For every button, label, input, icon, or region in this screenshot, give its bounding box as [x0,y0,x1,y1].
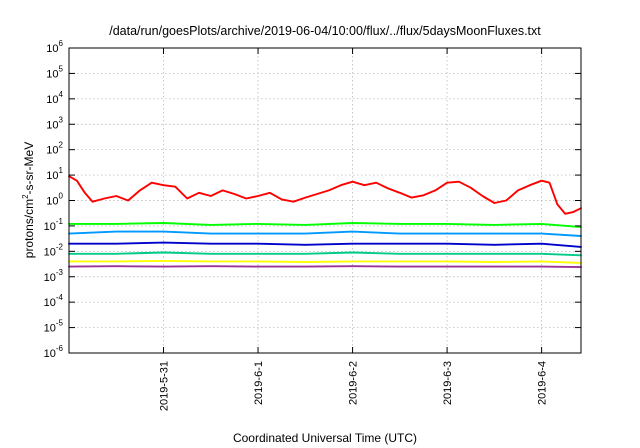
y-tick-exponent: 2 [59,141,64,150]
y-tick-exponent: 0 [59,192,64,201]
y-tick-base: 10 [46,68,58,80]
y-tick-exponent: -1 [56,217,64,226]
axis-ticks: 10-610-510-410-310-210-11001011021031041… [44,39,581,411]
y-tick-exponent: -5 [56,319,64,328]
y-tick-exponent: 4 [59,90,64,99]
y-tick-base: 10 [46,145,58,157]
y-tick-label: 104 [46,90,63,106]
y-tick-exponent: 5 [59,64,64,73]
y-tick-base: 10 [44,297,56,309]
x-axis-label: Coordinated Universal Time (UTC) [233,431,417,445]
data-series [68,175,582,269]
y-tick-label: 10-1 [44,217,64,233]
y-tick-base: 10 [44,221,56,233]
y-tick-label: 100 [46,192,63,208]
series-line-3 [68,241,582,248]
y-tick-label: 103 [46,115,63,131]
y-tick-exponent: -4 [56,293,64,302]
y-axis-label-pre: protons/cm [22,199,36,258]
y-tick-label: 10-6 [44,344,64,360]
y-tick-base: 10 [44,272,56,284]
y-tick-label: 10-3 [44,268,64,284]
chart-title: /data/run/goesPlots/archive/2019-06-04/1… [109,24,541,38]
y-tick-base: 10 [46,119,58,131]
y-tick-exponent: -2 [56,242,64,251]
y-tick-base: 10 [44,348,56,360]
x-tick-label: 2019-6-1 [253,361,265,405]
y-tick-base: 10 [46,94,58,106]
y-tick-label: 102 [46,141,63,157]
series-line-6 [68,265,582,269]
series-line-1 [68,222,582,229]
y-axis-label: protons/cm2-s-sr-MeV [21,142,36,258]
y-tick-label: 10-2 [44,242,64,258]
x-tick-label: 2019-6-2 [348,361,360,405]
series-line-2 [68,230,582,237]
y-tick-exponent: 1 [59,166,64,175]
y-tick-base: 10 [46,196,58,208]
y-tick-base: 10 [44,246,56,258]
y-tick-label: 105 [46,64,63,80]
x-tick-label: 2019-6-3 [442,361,454,405]
y-axis-label-post: -s-sr-MeV [22,142,36,195]
y-tick-exponent: -6 [56,344,64,353]
y-tick-exponent: 6 [59,39,64,48]
y-tick-base: 10 [46,170,58,182]
y-tick-label: 10-4 [44,293,64,309]
y-axis-label-sup: 2 [21,194,30,199]
y-tick-exponent: 3 [59,115,64,124]
grid-lines [69,48,581,353]
y-tick-base: 10 [44,323,56,335]
series-line-0 [68,175,582,215]
y-tick-label: 10-5 [44,319,64,335]
series-line-4 [68,251,582,257]
y-tick-label: 106 [46,39,63,55]
x-tick-label: 2019-6-4 [537,361,549,405]
y-tick-exponent: -3 [56,268,64,277]
series-line-5 [68,259,582,264]
y-tick-label: 101 [46,166,63,182]
y-tick-base: 10 [46,43,58,55]
x-tick-label: 2019-5-31 [159,361,171,411]
